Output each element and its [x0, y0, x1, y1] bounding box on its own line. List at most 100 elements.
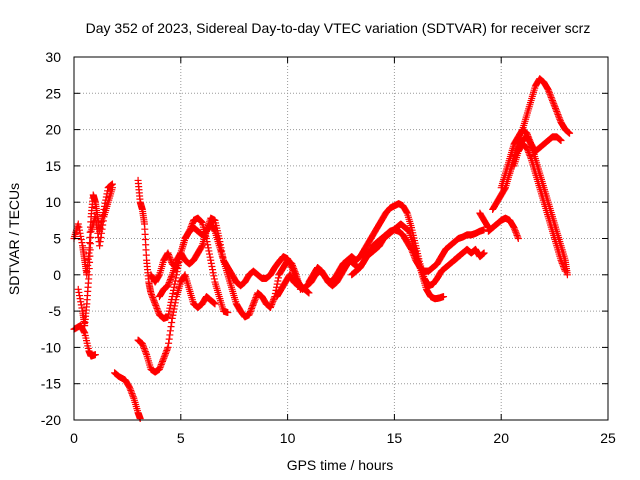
series-sat-c — [74, 184, 116, 330]
data-point — [206, 253, 214, 261]
data-point — [545, 87, 553, 95]
data-point — [85, 265, 93, 273]
data-point — [553, 109, 561, 117]
data-point — [526, 152, 534, 160]
data-point — [169, 308, 177, 316]
data-point — [165, 335, 173, 343]
data-point — [245, 311, 253, 319]
data-point — [410, 252, 418, 260]
y-tick-label: 0 — [53, 267, 61, 283]
data-point — [99, 217, 107, 225]
data-point — [171, 302, 179, 310]
data-point — [290, 268, 298, 276]
data-point — [207, 256, 215, 264]
data-point — [136, 415, 144, 423]
data-point — [268, 300, 276, 308]
data-point — [207, 259, 215, 267]
data-point — [170, 305, 178, 313]
data-point — [140, 344, 148, 352]
data-point — [93, 221, 101, 229]
data-points — [70, 75, 574, 423]
data-point — [268, 299, 276, 307]
data-point — [142, 349, 150, 357]
data-point — [97, 233, 105, 241]
data-point — [205, 247, 213, 255]
data-point — [86, 258, 94, 266]
data-point — [153, 305, 161, 313]
data-point — [140, 343, 148, 351]
y-tick-label: 15 — [45, 158, 61, 174]
data-point — [141, 346, 149, 354]
y-tick-label: 25 — [45, 85, 61, 101]
data-point — [126, 385, 134, 393]
series-sat-a — [70, 322, 99, 360]
data-point — [548, 97, 556, 105]
data-point — [108, 184, 116, 192]
data-point — [274, 277, 282, 285]
data-point — [166, 254, 174, 262]
data-point — [154, 306, 162, 314]
data-point — [209, 266, 217, 274]
data-point — [75, 226, 83, 234]
data-point — [549, 98, 557, 106]
data-point — [249, 300, 257, 308]
data-point — [167, 323, 175, 331]
data-point — [514, 233, 522, 241]
data-point — [150, 297, 158, 305]
data-point — [165, 279, 173, 287]
data-point — [403, 208, 411, 216]
chart-title: Day 352 of 2023, Sidereal Day-to-day VTE… — [86, 20, 591, 36]
data-point — [164, 343, 172, 351]
data-point — [209, 269, 217, 277]
data-point — [162, 350, 170, 358]
data-point — [545, 89, 553, 97]
data-point — [551, 103, 559, 111]
data-point — [91, 213, 99, 221]
data-point — [559, 263, 567, 271]
data-point — [524, 147, 532, 155]
series-sat-k — [348, 226, 488, 279]
data-point — [197, 217, 205, 225]
data-point — [173, 268, 181, 276]
data-point — [152, 301, 160, 309]
series-sat-n — [484, 214, 522, 242]
data-point — [164, 249, 172, 257]
data-point — [170, 283, 178, 291]
y-tick-label: -20 — [41, 412, 61, 428]
data-point — [566, 129, 574, 137]
y-tick-label: 5 — [53, 231, 61, 247]
x-tick-label: 20 — [493, 430, 509, 446]
data-point — [74, 220, 82, 228]
data-point — [141, 348, 149, 356]
data-point — [87, 233, 95, 241]
data-point — [557, 256, 565, 264]
data-point — [75, 223, 83, 231]
data-point — [558, 258, 566, 266]
data-point — [138, 340, 146, 348]
data-point — [511, 227, 519, 235]
series-sat-l — [450, 245, 488, 264]
data-point — [151, 300, 159, 308]
data-point — [168, 319, 176, 327]
data-point — [75, 288, 83, 296]
data-point — [525, 148, 533, 156]
data-point — [525, 150, 533, 158]
y-tick-label: 10 — [45, 194, 61, 210]
data-point — [251, 297, 259, 305]
data-point — [440, 293, 448, 301]
data-point — [480, 249, 488, 257]
data-point — [104, 187, 112, 195]
data-point — [155, 365, 163, 373]
data-point — [408, 247, 416, 255]
data-point — [555, 114, 563, 122]
data-point — [288, 264, 296, 272]
data-point — [248, 305, 256, 313]
data-point — [248, 303, 256, 311]
y-tick-label: -15 — [41, 376, 61, 392]
data-point — [547, 92, 555, 100]
data-point — [86, 240, 94, 248]
data-point — [77, 236, 85, 244]
data-point — [523, 144, 531, 152]
data-point — [149, 294, 157, 302]
